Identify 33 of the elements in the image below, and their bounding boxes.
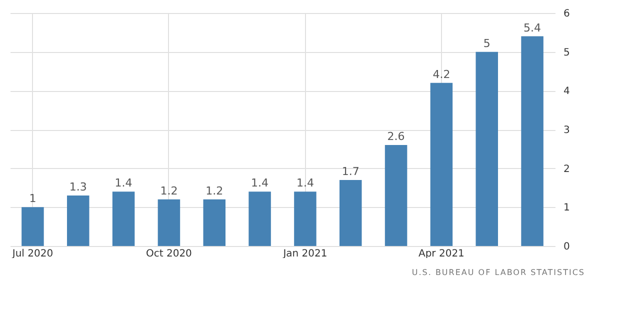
y-tick-label: 2 xyxy=(564,164,570,175)
data-label: 5 xyxy=(483,36,490,50)
bar xyxy=(294,192,316,246)
data-label: 1.7 xyxy=(342,164,360,178)
y-tick-label: 5 xyxy=(564,47,570,58)
y-tick-label: 4 xyxy=(564,86,570,98)
y-tick-label: 0 xyxy=(564,242,570,252)
data-label: 2.6 xyxy=(387,130,405,144)
text: U.S. BUREAU OF LABOR STATISTICS xyxy=(410,268,585,277)
data-label: 1 xyxy=(29,192,36,206)
bar xyxy=(476,52,498,246)
data-label: 1.2 xyxy=(160,184,178,198)
bar xyxy=(203,199,226,246)
x-tick-label: Oct 2020 xyxy=(146,248,192,260)
y-tick-label: 1 xyxy=(564,202,570,214)
data-label: 1.2 xyxy=(206,184,224,198)
bar xyxy=(384,145,408,246)
data-label: 4.2 xyxy=(432,68,450,81)
data-label: 1.4 xyxy=(114,176,132,190)
bar xyxy=(112,192,135,246)
bar xyxy=(22,207,44,246)
y-tick-label: 6 xyxy=(564,8,570,20)
bar xyxy=(521,36,544,246)
data-label: 1.4 xyxy=(296,176,314,190)
y-tick-label: 3 xyxy=(564,125,570,136)
data-label: 5.4 xyxy=(524,21,542,34)
bar xyxy=(158,199,180,246)
data-label: 1.3 xyxy=(69,180,87,194)
bar xyxy=(340,180,362,246)
bar xyxy=(67,196,90,246)
bar xyxy=(248,192,271,246)
data-label: 1.4 xyxy=(251,176,269,190)
bar xyxy=(430,82,453,246)
